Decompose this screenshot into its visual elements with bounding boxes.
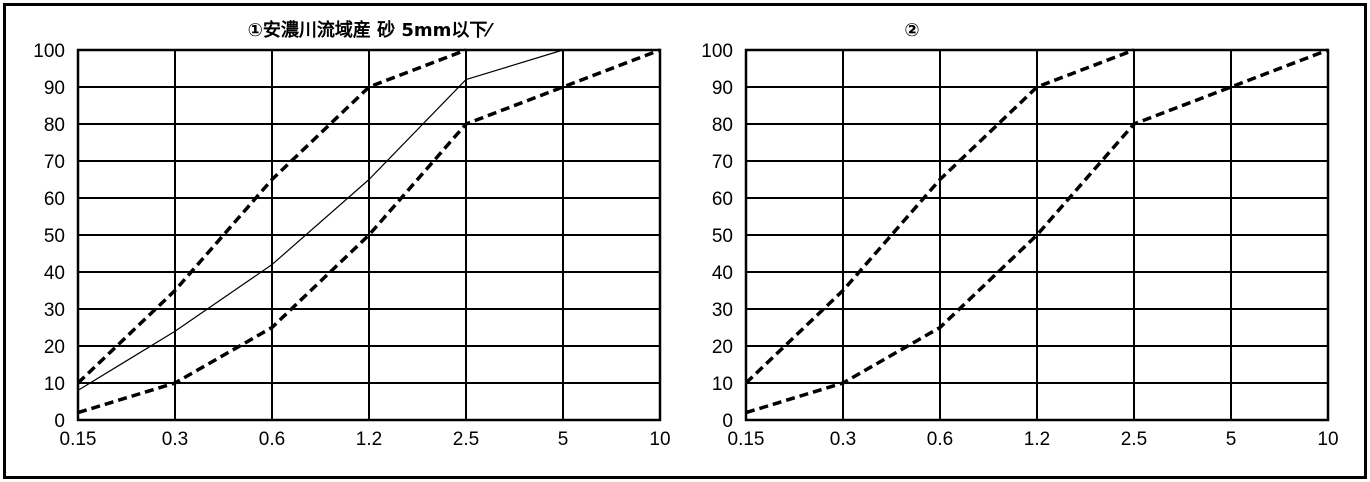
series-line-2 [745, 48, 1329, 415]
y-tick-label: 40 [712, 263, 733, 284]
x-tick-label: 2.5 [1121, 429, 1147, 450]
x-tick-label: 1.2 [1024, 429, 1050, 450]
x-tick-label: 10 [649, 429, 670, 450]
y-tick-label: 70 [712, 152, 733, 173]
x-tick-label: 1.2 [356, 429, 382, 450]
plot-area [744, 48, 1330, 422]
y-tick-label: 60 [44, 189, 65, 210]
plot-area [76, 48, 662, 422]
chart-1: ①安濃川流域産 砂 5mm以下⁄ 0 10 20 30 40 50 60 70 80 90 100 0.… [33, 19, 670, 450]
x-tick-label: 5 [1226, 429, 1237, 450]
series-line-2 [77, 48, 661, 415]
x-tick-label: 0.3 [162, 429, 188, 450]
y-tick-label: 0 [54, 411, 65, 432]
chart-frame [3, 3, 1367, 479]
x-tick-label: 0.15 [728, 429, 765, 450]
chart-title: ①安濃川流域産 砂 5mm以下⁄ [248, 19, 495, 41]
y-tick-label: 70 [44, 152, 65, 173]
x-tick-label: 5 [558, 429, 569, 450]
y-tick-label: 100 [701, 41, 733, 62]
y-tick-label: 100 [33, 41, 65, 62]
y-tick-label: 10 [712, 374, 733, 395]
x-tick-label: 2.5 [453, 429, 479, 450]
series-line-1 [744, 48, 1135, 385]
chart-2: ② 0 10 20 30 40 50 60 70 80 90 100 0.15 0.3 0.6 1.2 2.5 5… [701, 20, 1338, 450]
y-tick-label: 30 [712, 300, 733, 321]
y-tick-label: 40 [44, 263, 65, 284]
y-tick-label: 30 [44, 300, 65, 321]
x-tick-label: 0.6 [259, 429, 285, 450]
y-tick-label: 20 [712, 337, 733, 358]
x-tick-label: 0.15 [60, 429, 97, 450]
y-tick-label: 20 [44, 337, 65, 358]
y-tick-label: 60 [712, 189, 733, 210]
y-tick-label: 50 [712, 226, 733, 247]
y-tick-label: 80 [44, 115, 65, 136]
x-tick-label: 0.3 [830, 429, 856, 450]
y-tick-label: 90 [712, 78, 733, 99]
series-line-3 [77, 49, 564, 391]
y-tick-label: 90 [44, 78, 65, 99]
x-tick-label: 10 [1317, 429, 1338, 450]
chart-title: ② [904, 20, 919, 41]
y-tick-label: 50 [44, 226, 65, 247]
x-tick-label: 0.6 [927, 429, 953, 450]
y-tick-label: 80 [712, 115, 733, 136]
y-tick-label: 0 [722, 411, 733, 432]
y-tick-label: 10 [44, 374, 65, 395]
series-line-1 [76, 48, 467, 385]
